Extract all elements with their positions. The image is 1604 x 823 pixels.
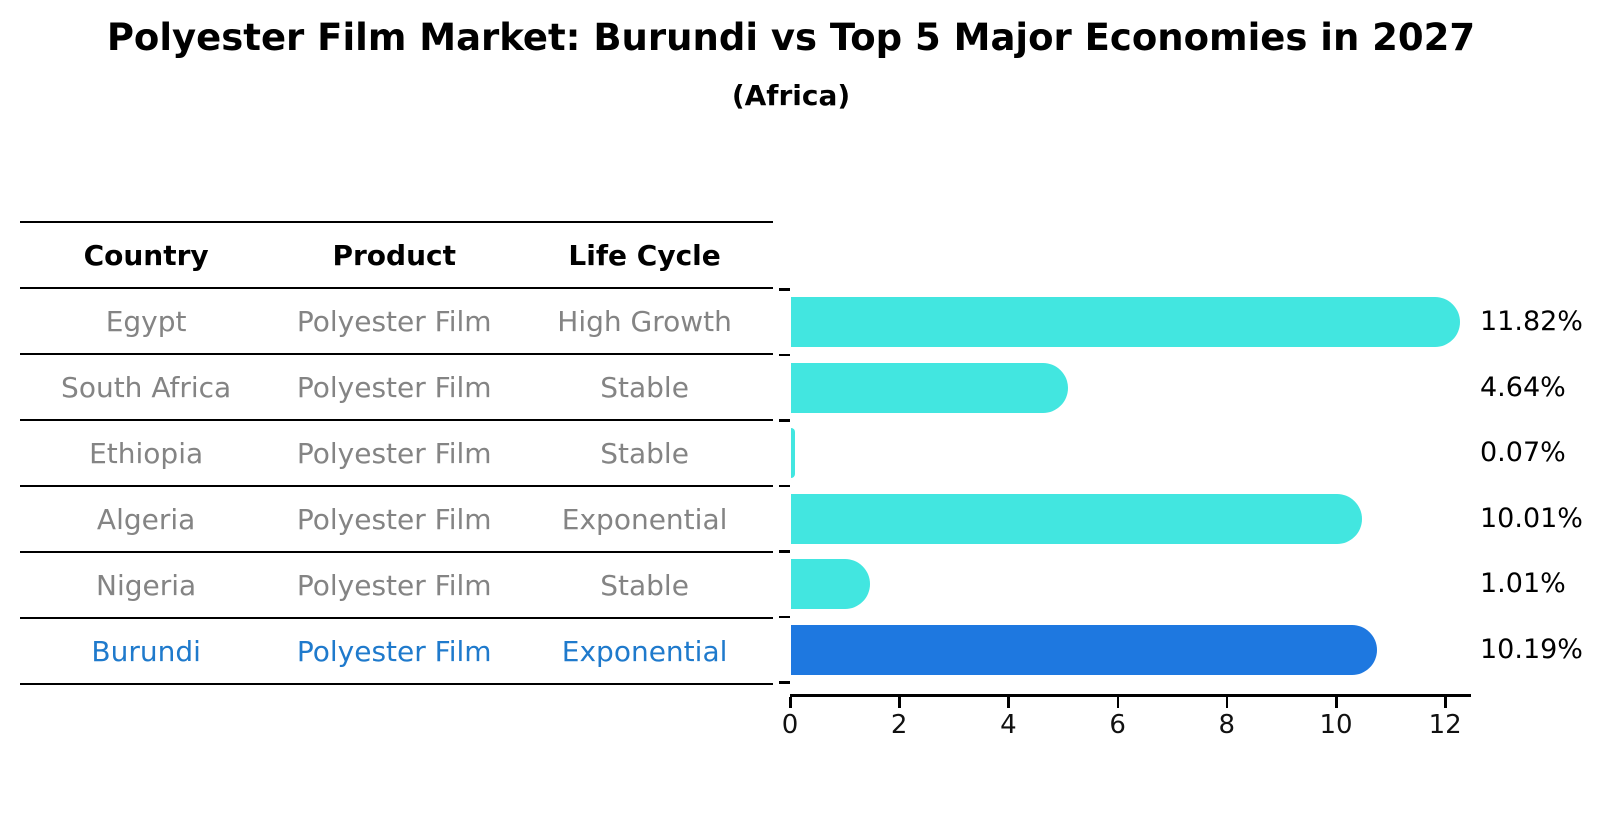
chart-title: Polyester Film Market: Burundi vs Top 5 …	[106, 16, 1476, 59]
value-label: 10.19%	[1480, 633, 1583, 665]
x-tick	[1007, 697, 1010, 708]
x-tick	[789, 697, 792, 708]
x-tick-label: 6	[1109, 710, 1126, 740]
x-tick-label: 0	[781, 710, 799, 740]
table-header-row: Country Product Life Cycle	[20, 223, 773, 289]
x-tick	[1116, 697, 1120, 708]
y-tick	[779, 681, 790, 684]
bar-nigeria	[791, 559, 871, 609]
table-row: Egypt Polyester Film High Growth	[20, 289, 773, 355]
x-tick	[1444, 697, 1447, 708]
bar-south-africa	[791, 362, 1069, 413]
table-cell-product: Polyester Film	[296, 568, 492, 602]
table-row: Nigeria Polyester Film Stable	[20, 553, 773, 619]
x-tick	[1225, 697, 1229, 708]
table-cell-product: Polyester Film	[296, 436, 492, 470]
bar-algeria	[791, 493, 1362, 544]
y-tick	[779, 615, 790, 618]
table-header-country: Country	[83, 238, 209, 272]
table-row: Ethiopia Polyester Film Stable	[20, 421, 773, 487]
table-body: Egypt Polyester Film High Growth South Afri…	[20, 289, 773, 685]
table-cell-life_cycle: Exponential	[561, 502, 728, 536]
table-cell-country: Egypt	[105, 304, 187, 338]
y-tick	[779, 550, 790, 553]
table-row: Algeria Polyester Film Exponential	[20, 487, 773, 553]
table-cell-life_cycle: Stable	[600, 568, 689, 602]
table-cell-product: Polyester Film	[296, 370, 492, 404]
table-cell-country: Burundi	[91, 634, 201, 668]
y-tick	[779, 288, 790, 291]
table-cell-country: Nigeria	[96, 568, 197, 602]
bar-burundi	[791, 624, 1378, 675]
table-header-lifecycle: Life Cycle	[568, 238, 721, 272]
table-cell-life_cycle: Stable	[600, 436, 689, 470]
table-header-product: Product	[332, 238, 456, 272]
table-cell-product: Polyester Film	[296, 502, 492, 536]
table-row: South Africa Polyester Film Stable	[20, 355, 773, 421]
table-cell-country: Ethiopia	[89, 436, 204, 470]
chart-subtitle: (Africa)	[731, 79, 851, 112]
x-tick	[898, 697, 901, 708]
bar-ethiopia	[791, 428, 795, 478]
value-label: 1.01%	[1480, 568, 1566, 599]
x-tick-label: 10	[1319, 710, 1353, 740]
table-cell-country: South Africa	[61, 370, 232, 404]
x-tick-label: 12	[1428, 710, 1462, 740]
x-tick-label: 8	[1218, 710, 1236, 740]
value-label: 11.82%	[1480, 306, 1583, 337]
x-tick-label: 2	[890, 710, 908, 740]
value-label: 10.01%	[1480, 502, 1583, 534]
bar-plot	[790, 289, 1471, 697]
y-tick	[779, 353, 790, 356]
table-cell-life_cycle: High Growth	[557, 304, 732, 338]
table-cell-country: Algeria	[96, 502, 196, 536]
value-label: 4.64%	[1480, 371, 1566, 403]
table-cell-life_cycle: Exponential	[561, 634, 728, 668]
table-row: Burundi Polyester Film Exponential	[20, 619, 773, 685]
y-tick	[779, 484, 790, 487]
country-table: Country Product Life Cycle Egypt Polyeste…	[20, 221, 773, 685]
table-cell-product: Polyester Film	[296, 634, 492, 668]
value-label: 0.07%	[1480, 437, 1566, 468]
table-cell-product: Polyester Film	[296, 304, 492, 338]
x-tick-label: 4	[1000, 710, 1017, 740]
y-tick	[779, 419, 790, 422]
bar-egypt	[791, 297, 1461, 347]
x-tick	[1335, 697, 1338, 708]
table-cell-life_cycle: Stable	[600, 370, 689, 404]
